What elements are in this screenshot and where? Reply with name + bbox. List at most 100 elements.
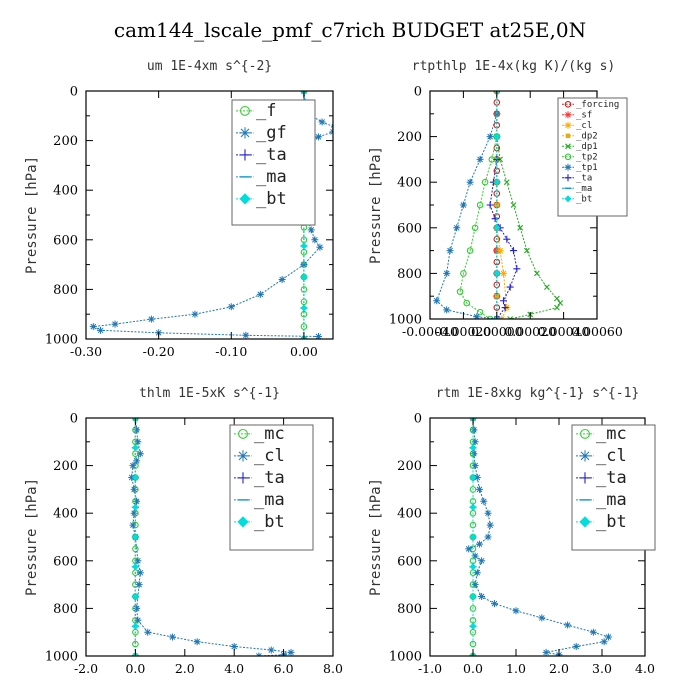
data-point [501,304,509,312]
legend-marker [237,472,249,484]
legend-marker [564,111,572,119]
data-point [469,593,477,600]
data-point [446,247,454,255]
data-point [230,642,238,650]
x-tick-label: 4.0 [635,661,655,676]
data-point [311,236,319,244]
data-point [136,450,144,458]
data-point [517,224,524,231]
x-tick-label: 1.0 [506,661,526,676]
x-tick-label: -0.10 [215,344,247,359]
data-point [484,533,492,541]
legend-label: _tp2 [576,153,598,163]
legend-marker [564,153,572,161]
x-tick-label: 0.00020 [504,324,556,339]
data-point [475,485,483,493]
figure-title: cam144_lscale_pmf_c7rich BUDGET at25E,0N [113,18,587,42]
data-point [136,569,144,577]
data-point [129,521,137,529]
y-tick-label: 200 [397,459,422,474]
y-tick-label: 0 [70,412,78,427]
legend-label: _bt [576,195,592,205]
data-point [589,628,597,636]
data-point [133,604,141,612]
legend-box [571,424,656,551]
y-tick-label: 800 [397,267,422,282]
y-tick-label: 200 [53,459,78,474]
data-point [131,563,139,571]
data-point [470,450,478,458]
data-point [471,462,479,470]
data-point [470,426,478,434]
data-point [478,593,486,600]
x-tick-label: 2.0 [549,661,569,676]
x-tick-label: 0.00040 [538,324,590,339]
data-point [433,297,441,305]
y-tick-label: 400 [397,507,422,522]
legend-marker [239,193,251,205]
data-point [168,633,176,641]
data-point [523,247,530,254]
panel-title: um 1E-4xm s^{-2} [147,59,272,74]
x-tick-label: 3.0 [592,661,612,676]
data-point [453,224,461,232]
data-point [307,226,315,234]
legend-label: _f [256,101,276,121]
legend-marker [579,450,591,462]
panel-title: rtpthlp 1E-4x(kg K)/(kg s) [412,59,616,74]
data-point [134,438,142,446]
legend-label: _ta [576,174,592,184]
x-tick-label: 0.0 [463,661,483,676]
legend-marker [565,133,571,139]
data-point [131,503,139,511]
legend-label: _ta [596,468,627,488]
data-point [491,600,498,608]
series-line-gf [91,91,333,337]
data-point [533,270,540,277]
data-point [463,299,471,307]
data-point [503,235,511,243]
data-point [538,614,546,622]
y-tick-label: 1000 [389,650,422,665]
data-point [242,331,250,339]
data-point [481,178,489,186]
data-point [493,178,501,186]
x-tick-label: -0.00040 [402,324,458,339]
data-point [89,323,97,331]
x-tick-label: 0.00000 [471,324,523,339]
y-axis-label: Pressure [hPa] [368,478,384,596]
data-point [469,533,477,541]
data-point [456,288,464,295]
data-point [499,297,507,305]
data-point [486,201,494,209]
series-group [128,418,295,656]
y-tick-label: 600 [53,554,78,569]
y-tick-label: 400 [53,507,78,522]
legend-marker [238,428,248,439]
data-point [133,457,141,465]
data-point [314,133,322,141]
data-point [131,444,139,452]
x-tick-label: 6.0 [274,661,294,676]
data-point [469,503,477,511]
legend-label: _cl [596,446,627,466]
data-point [460,270,467,277]
legend-marker [237,516,249,528]
y-tick-label: 400 [53,184,78,199]
legend-marker [240,105,250,116]
data-point [478,557,486,565]
data-point [469,563,477,571]
x-tick-label: 2.0 [175,661,195,676]
y-tick-label: 1000 [45,650,78,665]
data-point [131,474,139,481]
data-point [513,265,521,273]
y-axis-label: Pressure [hPa] [24,478,40,596]
legend-label: _dp2 [576,132,598,142]
data-point [506,283,514,291]
data-point [318,118,326,126]
data-point [476,308,484,316]
legend-marker [580,428,590,439]
y-tick-label: 600 [397,554,422,569]
legend-marker [239,127,251,139]
data-point [278,275,286,283]
